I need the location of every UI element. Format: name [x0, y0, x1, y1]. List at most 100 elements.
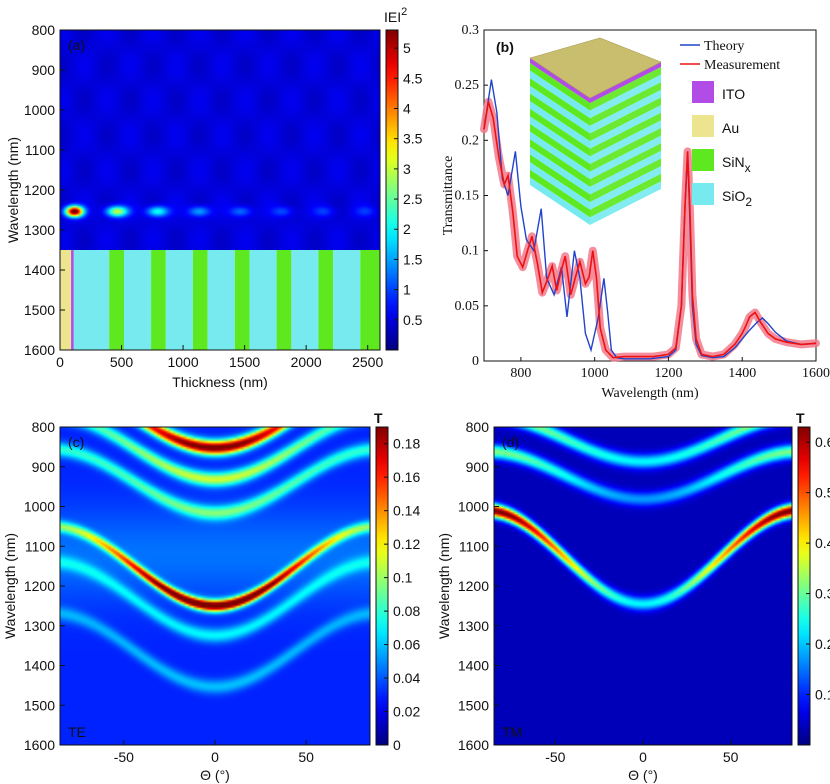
panel-a-ytick-label: 1100	[25, 142, 55, 158]
panel-b-ytick-label: 0	[472, 354, 479, 369]
panel-a-layer-sio2	[333, 250, 361, 350]
panel-a-ytick-label: 900	[32, 62, 56, 78]
panel-a-colorbar-label: 4.5	[403, 70, 423, 86]
panel-a-ytick-label: 1600	[24, 342, 55, 358]
panel-a-xtick-label: 2500	[352, 354, 383, 370]
panel-a-colorbar-label: 2.5	[403, 191, 423, 207]
panel-d-colorbar	[797, 426, 811, 746]
panel-b-stack-ito-left	[530, 58, 590, 103]
panel-c-colorbar-label: 0.08	[393, 603, 420, 619]
panel-d-ytick-label: 1500	[458, 697, 489, 713]
panel-a-colorbar-label: 3.5	[403, 131, 423, 147]
panel-b-ytick-label: 0.05	[455, 299, 480, 314]
panel-d-ytick-label: 900	[466, 459, 490, 475]
panel-a-xtick-label: 1500	[229, 354, 260, 370]
panel-d: 800 900 1000 1100 1200 1300 1400 1500 1600 -50 0 50…	[436, 410, 830, 783]
panel-a-ytick-label: 1200	[24, 182, 55, 198]
panel-b-stack-layer-left	[530, 70, 590, 119]
panel-d-ytick-label: 1400	[458, 658, 489, 674]
panel-d-colorbar-label: 0.6	[815, 434, 830, 450]
panel-b-material-label: ITO	[722, 86, 745, 102]
panel-b-ytick-label: 0.1	[462, 244, 480, 259]
panel-b-material-swatch	[692, 81, 714, 103]
panel-a-layer-sinx	[318, 250, 334, 350]
panel-b-stack-layer-left	[530, 85, 590, 134]
panel-c-label: (c)	[68, 434, 84, 450]
panel-b-material-swatch	[692, 115, 714, 137]
panel-b-stack-layer-right	[590, 128, 661, 172]
panel-a-layer-sinx	[192, 250, 208, 350]
panel-b-xtick-label: 1600	[802, 366, 830, 381]
panel-a-layer-sio2	[249, 250, 277, 350]
panel-a-ylabel: Wavelength (nm)	[5, 137, 21, 243]
panel-a-layer-ito	[71, 250, 74, 350]
panel-b-material-label: SiNx	[722, 154, 751, 175]
panel-a-layer-sio2	[165, 250, 193, 350]
panel-c-ytick-label: 1300	[24, 618, 55, 634]
panel-b: 0 0.05 0.1 0.15 0.2 0.25 0.3 800 1000 1200 1400 160…	[441, 23, 830, 401]
panel-c-xlabel: Θ (°)	[200, 767, 230, 783]
panel-c-colorbar	[375, 426, 389, 746]
panel-d-ytick-label: 1200	[458, 578, 489, 594]
panel-a-colorbar-label: 1.5	[403, 251, 423, 267]
panel-c-ytick-label: 1600	[24, 737, 55, 753]
panel-a-xtick-label: 500	[110, 354, 134, 370]
panel-d-ylabel: Wavelength (nm)	[436, 533, 452, 639]
panel-a-layer-sinx	[276, 250, 292, 350]
panel-b-xtick-label: 1000	[581, 366, 609, 381]
panel-b-stack-layer-left	[530, 63, 590, 111]
panel-a-colorbar-label: 1	[403, 282, 411, 298]
panel-a-ytick-label: 800	[32, 22, 56, 38]
panel-d-colorbar-label: 0.4	[815, 535, 830, 551]
panel-b-stack-layer-left	[530, 162, 590, 210]
panel-b-stack-layer-right	[590, 82, 661, 126]
panel-d-colorbar-label: 0.1	[815, 687, 830, 703]
panel-a-colorbar-label: 3	[403, 161, 411, 177]
panel-b-stack-layer-right	[590, 74, 661, 119]
panel-d-label: (d)	[502, 434, 519, 450]
panel-c-colorbar-label: 0.12	[393, 536, 420, 552]
panel-b-stack-layer-right	[590, 143, 661, 187]
panel-a-colorbar	[385, 29, 399, 351]
panel-d-colorbar-label: 0.3	[815, 586, 830, 602]
panel-b-stack-layer-left	[530, 124, 590, 172]
panel-b-stack-layer-left	[530, 154, 590, 203]
panel-b-stack-layer-left	[530, 116, 590, 164]
panel-b-stack-layer-right	[590, 112, 661, 157]
panel-c-colorbar-label: 0	[393, 737, 401, 753]
panel-a-xtick-label: 2000	[291, 354, 322, 370]
panel-a-xtick-label: 1000	[167, 354, 198, 370]
panel-a-xtick-label: 0	[56, 354, 64, 370]
panel-a-layer-sinx	[109, 250, 124, 350]
panel-b-stack-au-top	[529, 37, 662, 99]
panel-b-material-sub: x	[745, 161, 751, 175]
panel-b-label: (b)	[496, 39, 514, 55]
panel-b-material-sub: 2	[745, 195, 752, 209]
panel-a-colorbar-label: 4	[403, 100, 411, 116]
panel-a-layer-sinx	[151, 250, 166, 350]
panel-b-stack-layer-left	[530, 101, 590, 149]
panel-b-stack-layer-right	[590, 97, 661, 142]
panel-c-colorbar-label: 0.02	[393, 704, 420, 720]
panel-b-material-label: Au	[722, 120, 739, 136]
panel-b-series-theory	[483, 79, 817, 360]
panel-c-ytick-label: 900	[32, 459, 56, 475]
panel-b-stack-layer-right	[590, 158, 661, 203]
panel-d-xtick-label: 50	[723, 749, 739, 765]
panel-a-layer-sio2	[124, 250, 152, 350]
panel-a-ytick-label: 1300	[24, 222, 55, 238]
panel-b-xlabel: Wavelength (nm)	[601, 386, 699, 401]
panel-b-stack-layer-right	[590, 89, 661, 134]
panel-b-stack-layer-left	[530, 146, 590, 195]
panel-d-xtick-label: 0	[639, 749, 647, 765]
panel-a-ytick-label: 1500	[24, 302, 55, 318]
panel-b-material-swatch	[692, 149, 714, 171]
panel-c-colorbar-label: 0.1	[393, 570, 413, 586]
panel-b-stack-layer-right	[590, 150, 661, 195]
panel-b-material-swatch	[692, 183, 714, 205]
panel-a-colorbar-title-sup: 2	[401, 6, 407, 18]
panel-d-xtick-label: -50	[545, 749, 565, 765]
panel-d-colorbar-title: T	[796, 410, 805, 426]
